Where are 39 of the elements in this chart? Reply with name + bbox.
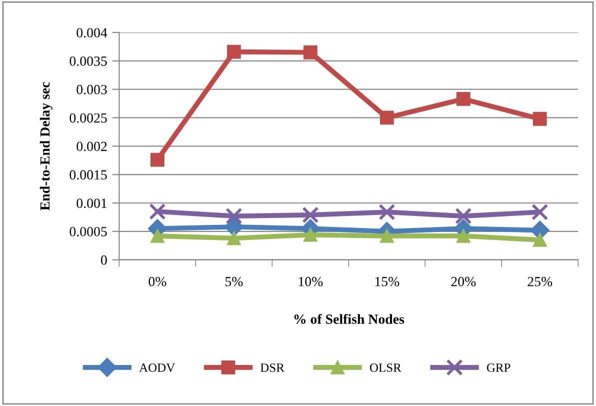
point: [150, 152, 164, 167]
y-tick-label: 0.003: [76, 84, 107, 94]
x-tick-label: 15%: [375, 276, 400, 286]
x-tick-label: 5%: [225, 276, 243, 286]
x-tick-label: 10%: [298, 276, 323, 286]
point: [455, 208, 472, 224]
x-tick-label: 20%: [451, 276, 476, 286]
y-axis-title: End-to-End Delay sec: [40, 82, 53, 210]
y-tick-label: 0.0035: [70, 56, 107, 66]
point: [532, 204, 548, 220]
x-tick-label: 25%: [528, 276, 552, 286]
point: [378, 204, 396, 220]
point: [226, 231, 241, 246]
y-tick-label: 0.0025: [70, 113, 107, 123]
y-tick-label: 0.004: [76, 28, 108, 38]
point: [302, 206, 319, 224]
point: [150, 229, 164, 243]
point: [532, 112, 547, 126]
point: [456, 92, 470, 106]
y-tick-label: 0.002: [76, 142, 107, 152]
point: [303, 45, 318, 60]
point: [226, 208, 242, 224]
point: [380, 110, 394, 125]
y-tick-label: 0: [100, 255, 107, 265]
y-tick-label: 0.0005: [70, 227, 107, 236]
point: [532, 233, 547, 247]
point: [149, 203, 166, 220]
x-tick-label: 0%: [148, 276, 166, 286]
x-axis-title: % of Selfish Nodes: [294, 314, 404, 324]
legend-label: GRP: [486, 364, 510, 372]
point: [303, 228, 318, 242]
legend-label: DSR: [260, 364, 284, 372]
y-tick-label: 0.001: [76, 198, 107, 208]
legend-label: OLSR: [370, 364, 402, 372]
legend-label: AODV: [139, 364, 175, 372]
point: [380, 229, 394, 243]
point: [226, 44, 241, 59]
y-tick-label: 0.0015: [70, 170, 107, 180]
point: [456, 229, 470, 243]
